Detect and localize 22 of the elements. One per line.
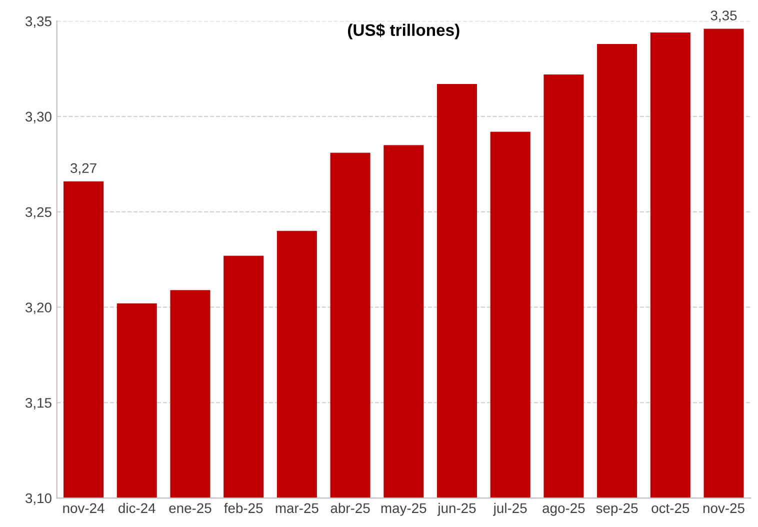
x-tick-label: jun-25: [437, 502, 476, 516]
y-tick-label: 3,30: [25, 112, 52, 124]
x-tick-label: nov-25: [703, 503, 744, 514]
x-tick-label: jul-25: [493, 502, 527, 516]
x-tick-label: dic-24: [118, 502, 156, 514]
data-label: 3,35: [710, 10, 737, 22]
x-tick-label: feb-25: [224, 502, 263, 514]
x-tick-label: abr-25: [330, 502, 370, 514]
y-tick-label: 3,10: [25, 493, 52, 505]
data-label: 3,27: [70, 163, 96, 175]
x-tick-label: sep-25: [596, 503, 638, 516]
x-tick-label: mar-25: [276, 503, 318, 514]
y-tick-label: 3,15: [25, 398, 52, 410]
x-tick-label: ene-25: [169, 503, 212, 514]
x-tick-label: may-25: [381, 503, 426, 516]
x-tick-label: ago-25: [542, 503, 585, 516]
y-tick-label: 3,20: [25, 302, 52, 314]
chart-title: (US$ trillones): [348, 23, 460, 40]
y-tick-label: 3,35: [25, 16, 52, 28]
x-tick-label: nov-24: [63, 503, 104, 514]
x-tick-label: oct-25: [652, 503, 690, 514]
y-tick-label: 3,25: [25, 207, 52, 219]
